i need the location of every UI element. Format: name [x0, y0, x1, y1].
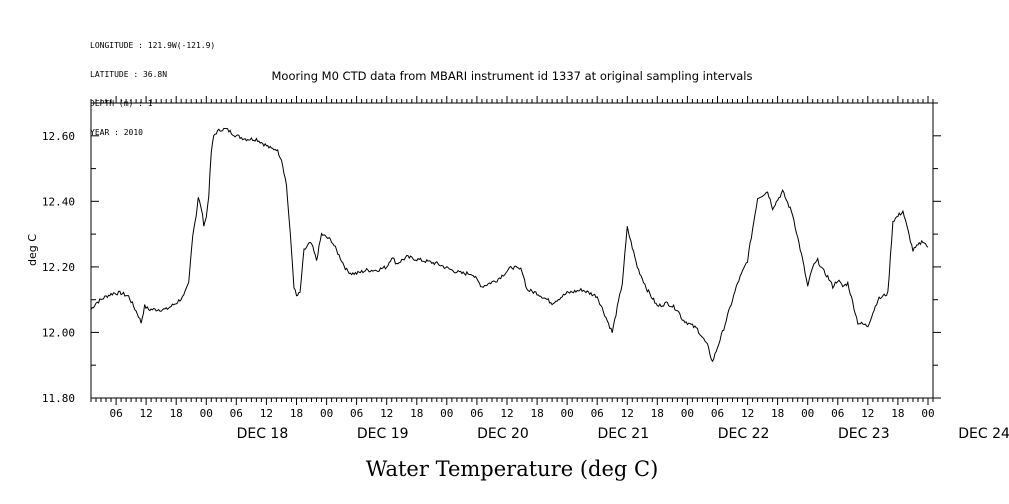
x-tick-label: 18	[170, 407, 183, 420]
x-tick-label: 18	[891, 407, 904, 420]
x-tick-label: 06	[350, 407, 363, 420]
x-tick-label: 00	[801, 407, 814, 420]
metadata-longitude: LONGITUDE : 121.9W(-121.9)	[90, 41, 216, 51]
x-tick-label: 18	[410, 407, 423, 420]
x-tick-label: 12	[139, 407, 152, 420]
y-tick-label: 12.00	[42, 326, 75, 339]
y-axis-ticks: 12.60 12.40 12.20 12.00 11.80	[42, 102, 941, 405]
x-date-label: DEC 19	[357, 426, 409, 442]
x-tick-label: 06	[230, 407, 243, 420]
x-tick-label: 12	[380, 407, 393, 420]
x-tick-label: 18	[530, 407, 543, 420]
x-tick-label: 12	[500, 407, 513, 420]
chart-title: Mooring M0 CTD data from MBARI instrumen…	[272, 69, 753, 83]
x-date-label: DEC 20	[477, 426, 529, 442]
x-tick-label: 00	[560, 407, 573, 420]
y-axis-label: deg C	[26, 234, 39, 266]
x-tick-label: 12	[861, 407, 874, 420]
y-tick-label: 11.80	[42, 392, 75, 405]
series-layer	[90, 127, 929, 363]
top-axis-ticks	[90, 96, 934, 103]
x-date-label: DEC 24	[958, 426, 1009, 442]
temperature-series-line	[90, 127, 929, 363]
x-tick-label: 18	[771, 407, 784, 420]
x-tick-label: 12	[621, 407, 634, 420]
metadata-latitude: LATITUDE : 36.8N	[90, 69, 168, 79]
x-date-label: DEC 22	[718, 426, 770, 442]
x-tick-label: 06	[109, 407, 122, 420]
x-tick-label: 00	[440, 407, 453, 420]
bottom-axis-ticks: 06 12 18 00 06 12 18 00 06 12 18 00 06 12 18 00 06 12 18 00…	[90, 398, 1009, 442]
x-tick-label: 06	[470, 407, 483, 420]
x-tick-label: 00	[681, 407, 694, 420]
x-tick-label: 06	[591, 407, 604, 420]
x-tick-label: 00	[921, 407, 934, 420]
x-axis-label: Water Temperature (deg C)	[366, 457, 659, 481]
plot-frame	[90, 102, 934, 399]
x-tick-label: 00	[200, 407, 213, 420]
x-tick-label: 18	[290, 407, 303, 420]
y-tick-label: 12.60	[42, 130, 75, 143]
x-tick-label: 12	[260, 407, 273, 420]
y-tick-label: 12.20	[42, 261, 75, 274]
x-date-label: DEC 18	[237, 426, 289, 442]
x-tick-label: 06	[711, 407, 724, 420]
x-tick-label: 06	[831, 407, 844, 420]
x-date-label: DEC 23	[838, 426, 890, 442]
x-tick-label: 00	[320, 407, 333, 420]
x-tick-label: 12	[741, 407, 754, 420]
y-tick-label: 12.40	[42, 195, 75, 208]
x-date-label: DEC 21	[597, 426, 649, 442]
x-tick-label: 18	[651, 407, 664, 420]
metadata-year: YEAR : 2010	[90, 127, 143, 137]
